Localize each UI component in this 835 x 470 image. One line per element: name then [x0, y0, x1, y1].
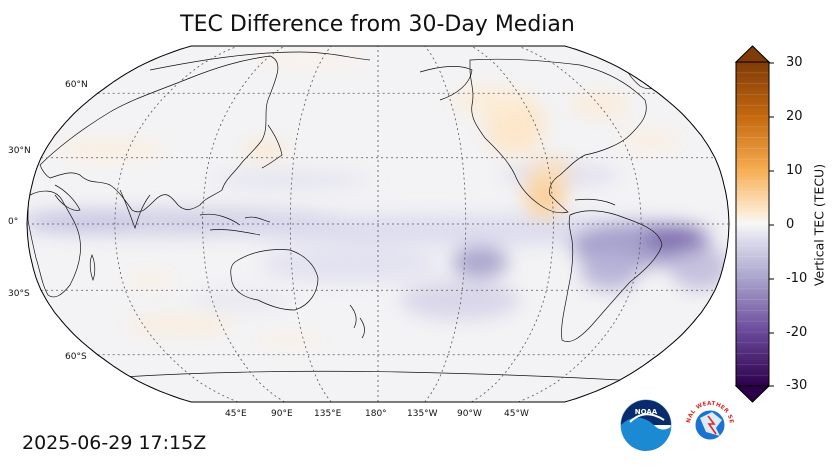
svg-text:NOAA: NOAA — [635, 408, 658, 416]
lat-label-0: 0° — [8, 217, 19, 227]
colorbar-tick: 0 — [786, 217, 795, 232]
graticule-meridian — [424, 46, 467, 402]
lat-label-60n: 60°N — [65, 80, 88, 90]
lat-label-30n: 30°N — [8, 146, 31, 156]
lon-label-45e: 45°E — [225, 409, 247, 419]
lon-label-90e: 90°E — [271, 409, 293, 419]
graticule-meridian — [517, 46, 642, 402]
graticule — [27, 46, 729, 402]
colorbar-tick: -10 — [786, 271, 808, 286]
lon-label-135e: 135°E — [314, 409, 342, 419]
colorbar-tick: 10 — [786, 163, 803, 178]
colorbar-tick: -30 — [786, 378, 808, 393]
colorbar-tick: 30 — [786, 55, 803, 70]
lat-label-60s: 60°S — [65, 352, 87, 362]
lon-label-90w: 90°W — [457, 409, 482, 419]
lon-label-135w: 135°W — [407, 409, 438, 419]
page-title: TEC Difference from 30-Day Median — [180, 12, 575, 37]
graticule-meridian — [289, 46, 332, 402]
noaa-logo: NOAA — [620, 399, 672, 452]
graticule-meridian — [114, 46, 239, 402]
coastlines — [27, 49, 701, 386]
map-border — [26, 45, 730, 403]
colorbar-tick: -20 — [786, 325, 808, 340]
lat-label-30s: 30°S — [8, 289, 30, 299]
timestamp: 2025-06-29 17:15Z — [22, 432, 207, 454]
colorbar — [734, 45, 774, 403]
tec-anomaly-field — [27, 53, 729, 346]
lon-label-45w: 45°W — [504, 409, 529, 419]
colorbar-tick: 20 — [786, 109, 803, 124]
lon-label-180: 180° — [365, 409, 387, 419]
colorbar-label: Vertical TEC (TECU) — [811, 163, 827, 287]
